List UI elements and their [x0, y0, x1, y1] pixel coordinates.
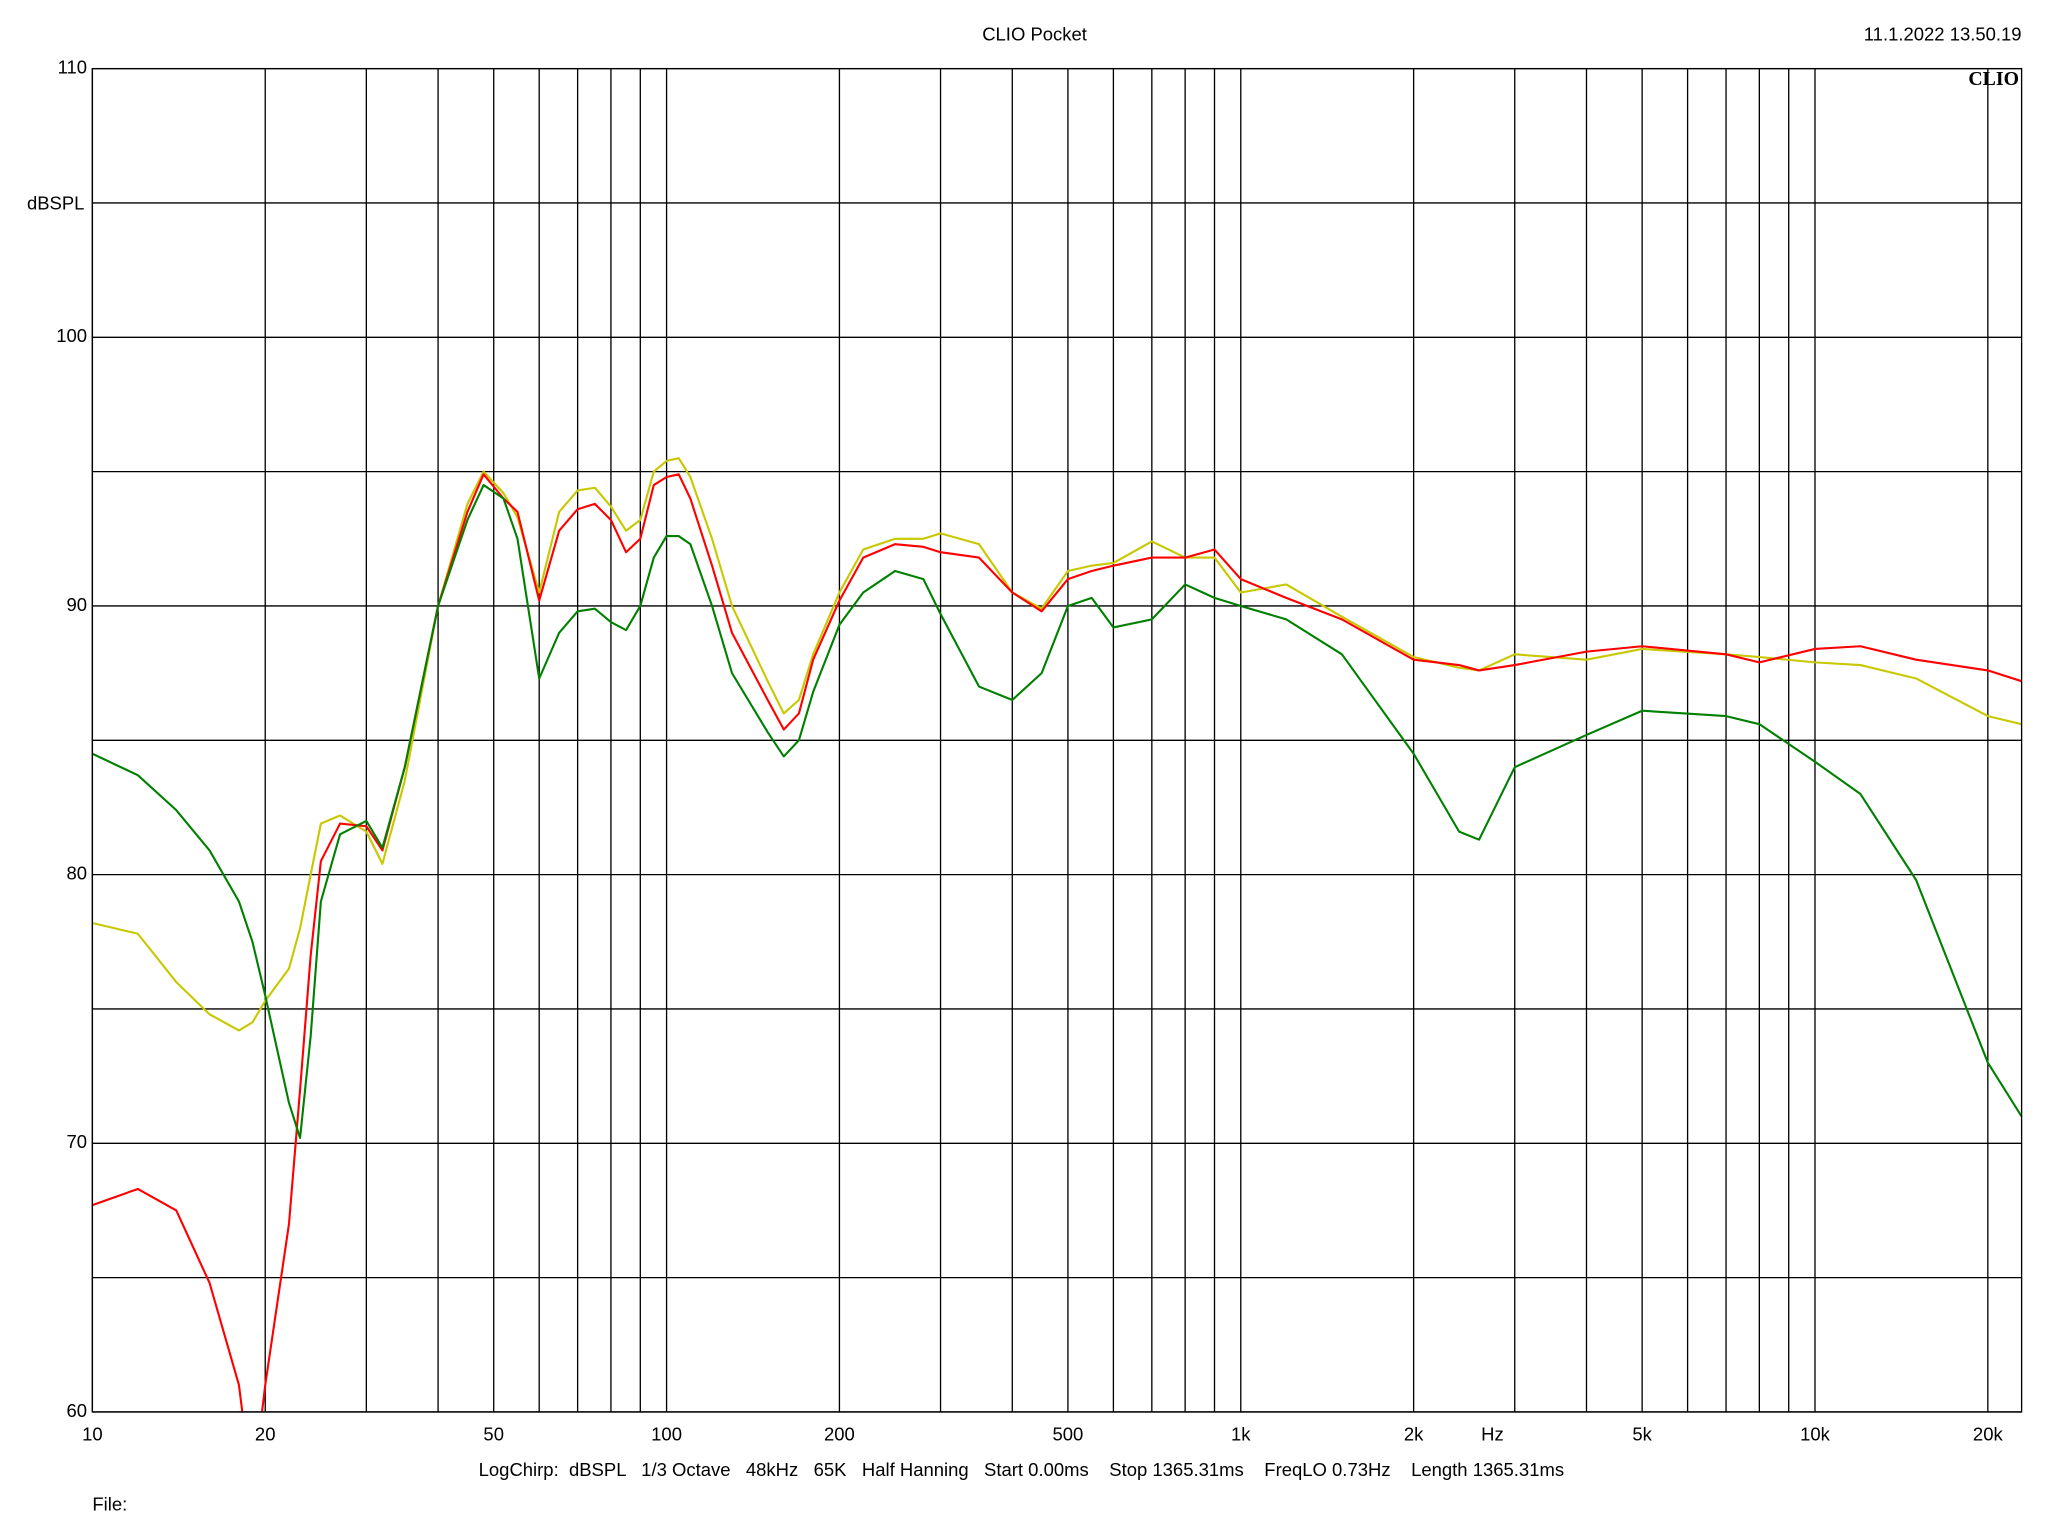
- x-tick-label: 50: [483, 1424, 504, 1445]
- x-tick-label: 100: [651, 1424, 682, 1445]
- y-axis-label: dBSPL: [27, 192, 85, 213]
- timestamp: 11.1.2022 13.50.19: [1864, 24, 2022, 45]
- plot-frame: [91, 67, 2023, 1413]
- y-tick-label: 60: [67, 1400, 88, 1421]
- y-tick-label: 90: [67, 594, 88, 615]
- x-tick-label: 500: [1053, 1424, 1084, 1445]
- y-tick-label: 110: [58, 56, 87, 77]
- y-tick-label: 70: [67, 1131, 88, 1152]
- x-tick-label: 20: [255, 1424, 276, 1445]
- chart-title: CLIO Pocket: [982, 24, 1087, 45]
- series-line: [92, 473, 2022, 1412]
- x-tick-label: 200: [824, 1424, 855, 1445]
- series-line: [92, 457, 2022, 1032]
- x-axis-label: Hz: [1481, 1424, 1504, 1445]
- y-tick-label: 80: [67, 862, 88, 883]
- x-tick-label: 10k: [1800, 1424, 1831, 1445]
- footer: LogChirp: dBSPL 1/3 Octave 48kHz 65K Hal…: [479, 1459, 1564, 1480]
- x-tick-label: 5k: [1632, 1424, 1652, 1445]
- file-label: File:: [92, 1494, 127, 1515]
- x-tick-label: 2k: [1404, 1424, 1424, 1445]
- logo: CLIO: [1968, 68, 2019, 90]
- series-line: [92, 483, 2022, 1139]
- x-tick-label: 10: [82, 1424, 103, 1445]
- x-tick-label: 20k: [1973, 1424, 2004, 1445]
- y-tick-label: 100: [56, 325, 87, 346]
- x-tick-label: 1k: [1231, 1424, 1251, 1445]
